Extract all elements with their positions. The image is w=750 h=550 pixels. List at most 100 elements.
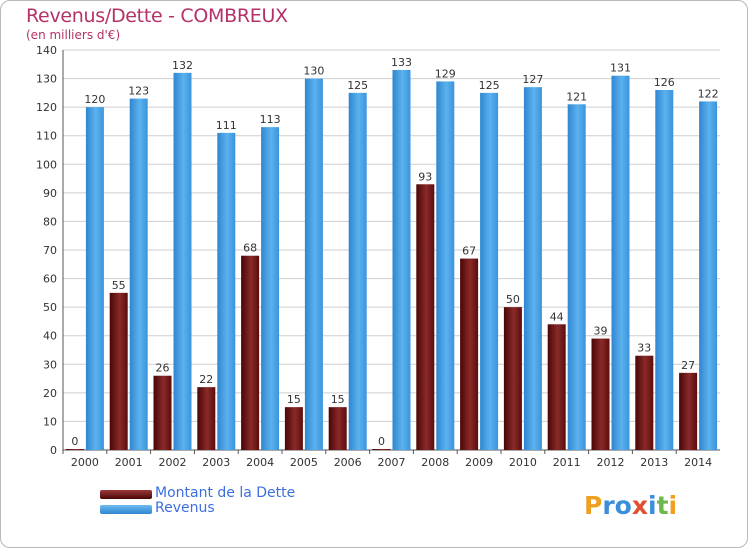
bar-dette [372, 449, 391, 450]
bar-dette [109, 292, 128, 450]
y-tick-label: 90 [43, 187, 57, 200]
data-label-dette: 55 [112, 279, 126, 292]
bar-dette [679, 372, 698, 450]
bar-revenus [655, 90, 674, 450]
data-label-dette: 93 [418, 170, 432, 183]
proxiti-logo: Proxiti [584, 491, 677, 520]
x-tick-label: 2012 [597, 456, 625, 469]
x-tick-label: 2008 [421, 456, 449, 469]
y-tick-label: 0 [50, 444, 57, 457]
y-tick-label: 70 [43, 244, 57, 257]
y-tick-label: 110 [36, 130, 57, 143]
data-label-revenus: 111 [216, 119, 237, 132]
x-tick-label: 2011 [553, 456, 581, 469]
data-label-dette: 0 [71, 435, 78, 448]
y-tick-label: 40 [43, 330, 57, 343]
x-tick-label: 2009 [465, 456, 493, 469]
x-tick-label: 2001 [115, 456, 143, 469]
chart-subtitle: (en milliers d'€) [26, 28, 121, 42]
y-tick-label: 60 [43, 273, 57, 286]
data-label-revenus: 129 [435, 67, 456, 80]
y-tick-label: 80 [43, 215, 57, 228]
data-label-dette: 27 [681, 359, 695, 372]
bar-revenus [217, 132, 236, 450]
bar-dette [635, 355, 654, 450]
data-label-dette: 0 [378, 435, 385, 448]
bar-dette [197, 387, 216, 450]
x-tick-label: 2006 [334, 456, 362, 469]
bar-revenus [480, 92, 499, 450]
legend-label-revenus: Revenus [155, 500, 215, 516]
data-label-revenus: 125 [479, 79, 500, 92]
data-label-revenus: 132 [172, 59, 193, 72]
y-tick-label: 130 [36, 73, 57, 86]
y-tick-label: 20 [43, 387, 57, 400]
data-label-dette: 68 [243, 242, 257, 255]
data-label-revenus: 126 [654, 76, 675, 89]
x-tick-label: 2013 [640, 456, 668, 469]
y-tick-label: 100 [36, 158, 57, 171]
y-tick-label: 30 [43, 358, 57, 371]
legend-label-debt: Montant de la Dette [155, 485, 296, 501]
x-tick-label: 2014 [684, 456, 712, 469]
data-label-dette: 50 [506, 293, 520, 306]
legend-swatch-revenus [100, 505, 152, 514]
bar-revenus [85, 107, 104, 451]
bar-revenus [523, 87, 542, 451]
data-label-revenus: 127 [522, 73, 543, 86]
data-label-dette: 15 [331, 393, 345, 406]
x-tick-label: 2000 [71, 456, 99, 469]
data-label-revenus: 133 [391, 56, 412, 69]
data-label-dette: 33 [637, 342, 651, 355]
data-label-dette: 39 [594, 325, 608, 338]
bar-dette [153, 375, 172, 450]
bar-revenus [611, 75, 630, 450]
svg-text:Proxiti: Proxiti [584, 491, 677, 520]
x-tick-label: 2010 [509, 456, 537, 469]
bar-revenus [261, 127, 280, 451]
x-tick-label: 2004 [246, 456, 274, 469]
bar-revenus [304, 78, 323, 451]
bars: 0 120 55 123 26 132 22 111 68 113 15 130 15 125 0 133 93… [65, 56, 719, 451]
data-label-revenus: 123 [128, 85, 149, 98]
bar-revenus [436, 81, 455, 450]
grid-lines [63, 49, 720, 451]
x-tick-label: 2002 [159, 456, 187, 469]
legend-swatch-debt [100, 490, 152, 499]
bar-revenus [173, 72, 192, 450]
bar-dette [591, 338, 610, 450]
data-label-dette: 15 [287, 393, 301, 406]
data-label-revenus: 120 [84, 93, 105, 106]
data-label-revenus: 121 [566, 90, 587, 103]
bar-revenus [567, 104, 586, 451]
data-label-dette: 67 [462, 245, 476, 258]
data-label-revenus: 113 [260, 113, 281, 126]
data-label-revenus: 122 [698, 87, 719, 100]
y-tick-label: 120 [36, 101, 57, 114]
bar-dette [547, 324, 566, 450]
data-label-revenus: 131 [610, 62, 631, 75]
y-tick-label: 50 [43, 301, 57, 314]
data-label-revenus: 130 [303, 65, 324, 78]
bar-dette [65, 449, 84, 450]
y-tick-label: 10 [43, 415, 57, 428]
bar-dette [241, 255, 260, 450]
chart-title: Revenus/Dette - COMBREUX [26, 5, 288, 27]
bar-revenus [699, 101, 718, 450]
bar-revenus [392, 70, 411, 450]
x-tick-label: 2007 [378, 456, 406, 469]
x-tick-label: 2005 [290, 456, 318, 469]
x-axis: 2000 2001 2002 2003 2004 2005 2006 2007 2008 2009… [62, 450, 712, 469]
data-label-dette: 22 [199, 373, 213, 386]
x-tick-label: 2003 [202, 456, 230, 469]
bar-dette [284, 407, 303, 450]
bar-revenus [129, 98, 148, 451]
y-tick-label: 140 [36, 44, 57, 57]
bar-revenus [348, 92, 367, 450]
data-label-revenus: 125 [347, 79, 368, 92]
bar-dette [503, 307, 522, 450]
data-label-dette: 26 [156, 362, 170, 375]
data-label-dette: 44 [550, 310, 564, 323]
bar-dette [328, 407, 347, 450]
